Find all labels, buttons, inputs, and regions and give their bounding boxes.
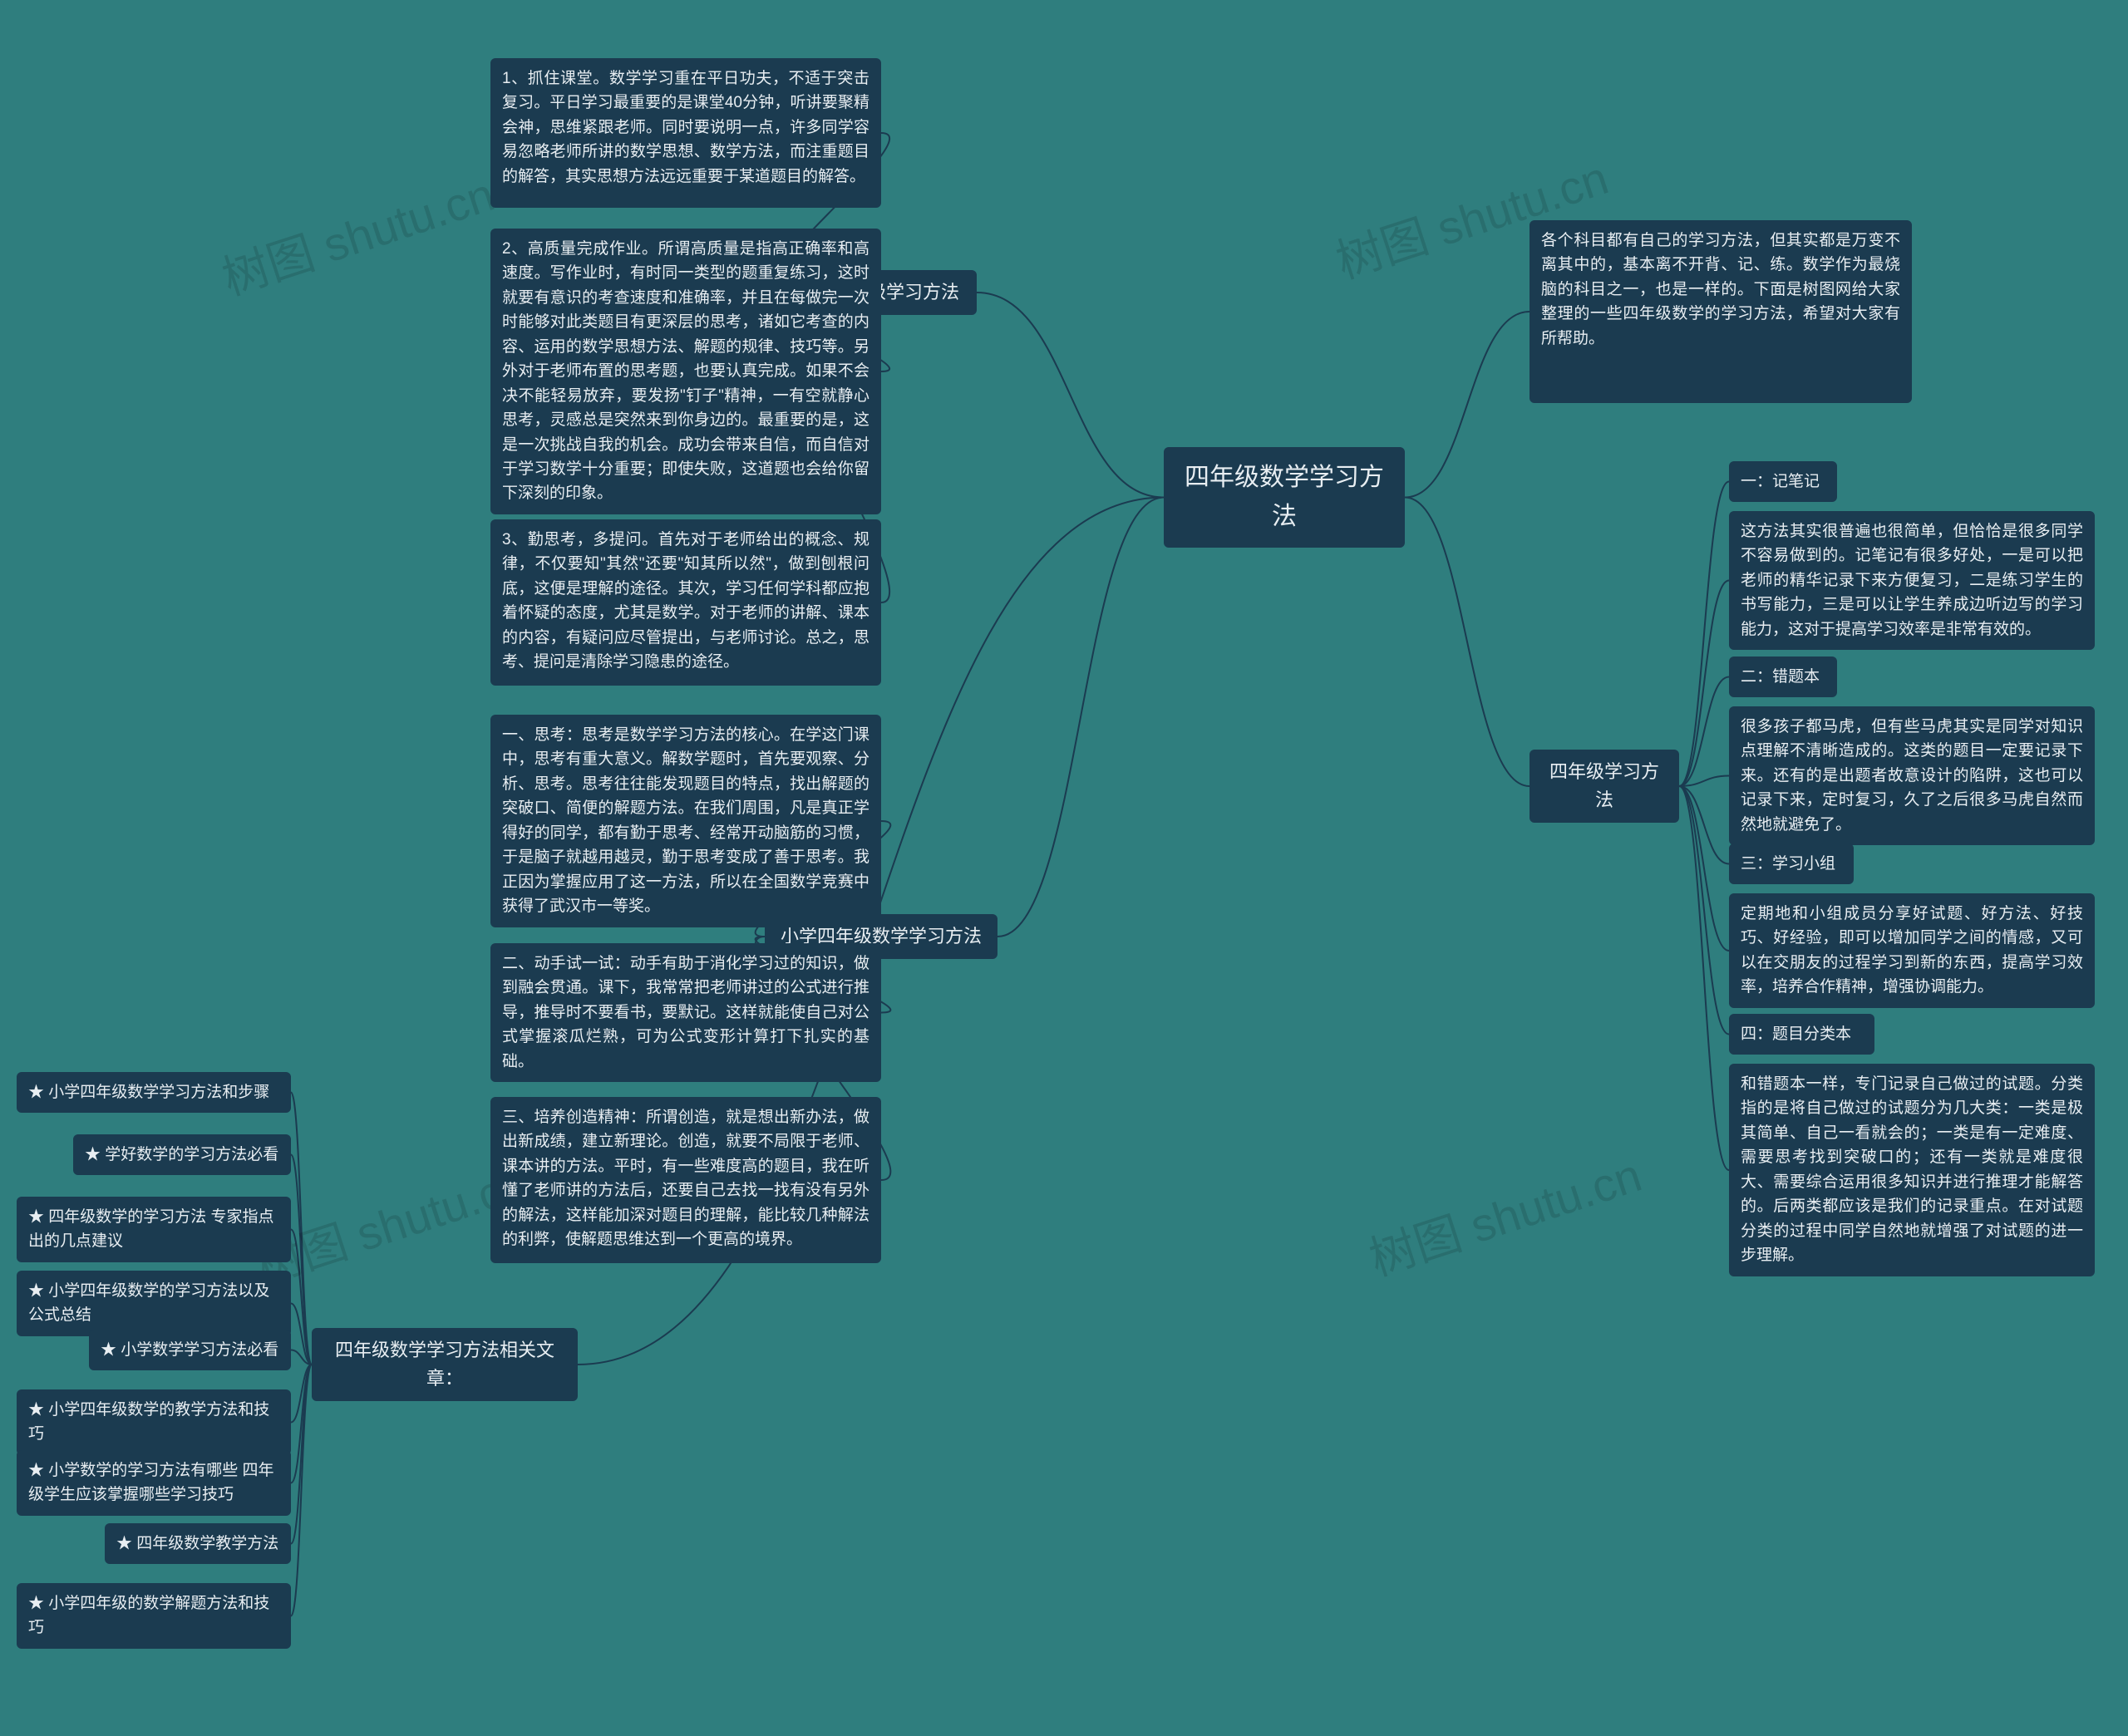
mindmap-link — [1679, 786, 1729, 1170]
article-link: ★ 小学数学学习方法必看 — [89, 1330, 291, 1370]
article-link: ★ 小学四年级数学学习方法和步骤 — [17, 1072, 291, 1113]
leaf-notes-title: 一：记笔记 — [1729, 461, 1837, 502]
mindmap-link — [1679, 786, 1729, 1035]
leaf-grab-class: 1、抓住课堂。数学学习重在平日功夫，不适于突击复习。平日学习最重要的是课堂40分… — [490, 58, 881, 208]
leaf-mistakes-title: 二：错题本 — [1729, 657, 1837, 697]
mindmap-link — [291, 1093, 312, 1365]
mindmap-link — [291, 1230, 312, 1365]
leaf-group-title: 三：学习小组 — [1729, 843, 1854, 884]
intro-block: 各个科目都有自己的学习方法，但其实都是万变不离其中的，基本离不开背、记、练。数学… — [1530, 220, 1912, 403]
leaf-classify-title: 四：题目分类本 — [1729, 1014, 1874, 1055]
mindmap-link — [291, 1365, 312, 1616]
mindmap-link — [1679, 786, 1729, 864]
mindmap-link — [291, 1365, 312, 1544]
mindmap-link — [998, 498, 1164, 937]
mindmap-link — [1679, 482, 1729, 787]
mindmap-link — [291, 1155, 312, 1365]
article-link: ★ 小学数学的学习方法有哪些 四年级学生应该掌握哪些学习技巧 — [17, 1450, 291, 1516]
leaf-think-ask: 3、勤思考，多提问。首先对于老师给出的概念、规律，不仅要知"其然"还要"知其所以… — [490, 519, 881, 686]
article-link: ★ 小学四年级数学的学习方法以及公式总结 — [17, 1271, 291, 1336]
mindmap-link — [1405, 498, 1530, 787]
branch-grade4-methods: 四年级学习方法 — [1530, 750, 1679, 823]
article-link: ★ 学好数学的学习方法必看 — [73, 1134, 291, 1175]
leaf-notes-body: 这方法其实很普遍也很简单，但恰恰是很多同学不容易做到的。记笔记有很多好处，一是可… — [1729, 511, 2095, 650]
watermark: 树图 shutu.cn — [1360, 1138, 1649, 1290]
mindmap-link — [1679, 677, 1729, 787]
mindmap-link — [977, 293, 1164, 498]
leaf-quality-homework: 2、高质量完成作业。所谓高质量是指高正确率和高速度。写作业时，有时同一类型的题重… — [490, 229, 881, 514]
leaf-classify-body: 和错题本一样，专门记录自己做过的试题。分类指的是将自己做过的试题分为几大类：一类… — [1729, 1064, 2095, 1276]
mindmap-link — [1679, 581, 1729, 787]
mindmap-link — [291, 1304, 312, 1365]
mindmap-link — [291, 1365, 312, 1483]
leaf-group-body: 定期地和小组成员分享好试题、好方法、好技巧、好经验，即可以增加同学之间的情感，又… — [1729, 893, 2095, 1008]
article-link: ★ 小学四年级数学的教学方法和技巧 — [17, 1389, 291, 1455]
branch-related-articles: 四年级数学学习方法相关文章： — [312, 1328, 578, 1401]
leaf-think: 一、思考：思考是数学学习方法的核心。在学这门课中，思考有重大意义。解数学题时，首… — [490, 715, 881, 927]
article-link: ★ 四年级数学教学方法 — [105, 1523, 291, 1564]
article-link: ★ 小学四年级的数学解题方法和技巧 — [17, 1583, 291, 1649]
mindmap-link — [291, 1350, 312, 1365]
leaf-creative: 三、培养创造精神：所谓创造，就是想出新办法，做出新成绩，建立新理论。创造，就要不… — [490, 1097, 881, 1263]
mindmap-link — [1405, 312, 1530, 498]
leaf-hands-on: 二、动手试一试：动手有助于消化学习过的知识，做到融会贯通。课下，我常常把老师讲过… — [490, 943, 881, 1082]
mindmap-link — [1679, 776, 1729, 787]
mindmap-link — [1679, 786, 1729, 951]
article-link: ★ 四年级数学的学习方法 专家指点出的几点建议 — [17, 1197, 291, 1262]
root-node: 四年级数学学习方法 — [1164, 447, 1405, 548]
leaf-mistakes-body: 很多孩子都马虎，但有些马虎其实是同学对知识点理解不清晰造成的。这类的题目一定要记… — [1729, 706, 2095, 845]
watermark: 树图 shutu.cn — [213, 158, 502, 309]
mindmap-link — [291, 1365, 312, 1423]
